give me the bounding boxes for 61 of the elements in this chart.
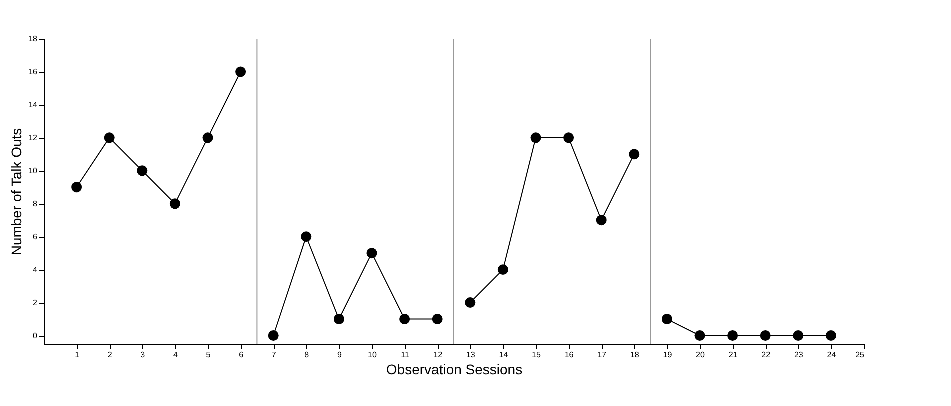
x-tick-label: 1: [75, 350, 80, 360]
point: [432, 314, 443, 325]
y-tick-label: 12: [28, 133, 38, 142]
point: [170, 198, 180, 210]
x-tick-label: 23: [794, 350, 804, 360]
x-tick-label: 13: [466, 350, 476, 360]
x-tick-label: 21: [728, 350, 738, 360]
point: [498, 264, 508, 276]
y-tick-label: 10: [28, 166, 38, 176]
y-tick-label: 6: [33, 232, 38, 242]
x-tick-label: 18: [630, 350, 640, 360]
point: [366, 248, 378, 259]
y-tick-label: 18: [28, 34, 38, 44]
point: [268, 330, 279, 341]
x-tick-label: 5: [206, 350, 212, 360]
x-axis-title: Observation Sessions: [386, 362, 523, 378]
x-tick-label: 22: [762, 350, 772, 360]
x-tick-label: 11: [401, 350, 410, 360]
x-tick-label: 19: [663, 350, 673, 360]
point: [202, 132, 214, 144]
point: [728, 330, 738, 341]
point: [662, 314, 672, 325]
point: [826, 330, 836, 341]
y-tick-label: 0: [33, 331, 38, 340]
y-tick-label: 2: [33, 298, 38, 308]
point: [400, 314, 410, 325]
y-tick-label: 4: [33, 265, 38, 274]
point: [137, 166, 148, 176]
x-tick-label: 12: [434, 350, 444, 360]
point: [760, 330, 771, 341]
x-tick-label: 15: [532, 350, 542, 360]
y-tick-label: 16: [28, 67, 38, 76]
point: [694, 330, 706, 341]
point: [334, 314, 344, 325]
point: [564, 132, 574, 144]
point: [301, 232, 312, 242]
x-tick-label: 20: [696, 350, 706, 360]
point: [793, 330, 804, 341]
point: [629, 149, 640, 160]
point: [236, 66, 246, 78]
point: [104, 132, 115, 144]
x-tick-label: 17: [598, 350, 608, 360]
x-tick-label: 14: [499, 350, 509, 360]
x-tick-label: 3: [140, 350, 146, 360]
x-tick-label: 16: [564, 350, 574, 360]
x-tick-label: 24: [827, 350, 837, 360]
x-tick-label: 7: [272, 350, 277, 360]
x-tick-label: 9: [337, 350, 342, 360]
x-tick-label: 10: [368, 350, 378, 360]
x-tick-label: 25: [856, 350, 866, 360]
x-tick-label: 2: [108, 350, 113, 360]
x-tick-label: 6: [239, 350, 244, 360]
y-tick-label: 14: [28, 100, 38, 110]
y-tick-label: 8: [33, 199, 38, 208]
x-tick-label: 8: [304, 350, 310, 360]
y-axis-title: Number of Talk Outs: [8, 128, 25, 256]
point: [596, 215, 607, 226]
point: [530, 132, 542, 144]
point: [465, 298, 476, 308]
point: [72, 182, 82, 193]
x-tick-label: 4: [173, 350, 178, 360]
